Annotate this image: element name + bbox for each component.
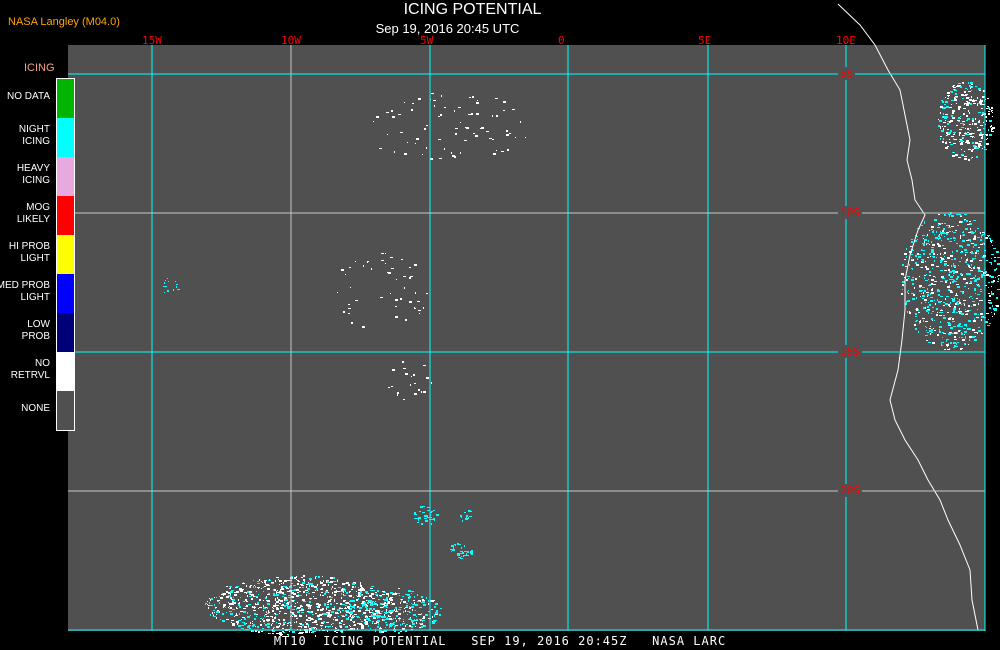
latitude-label: 15S bbox=[838, 345, 862, 358]
legend-label: NIGHT ICING bbox=[18, 124, 50, 147]
longitude-label: 5W bbox=[420, 34, 434, 47]
map-subtitle: Sep 19, 2016 20:45 UTC bbox=[375, 21, 520, 36]
legend-swatch bbox=[57, 118, 74, 157]
legend-label: HEAVY ICING bbox=[16, 163, 50, 186]
longitude-label: 5E bbox=[698, 34, 712, 47]
legend-swatch bbox=[57, 313, 74, 352]
legend-label: MOG LIKELY bbox=[16, 202, 50, 225]
credit-label: NASA Langley (M04.0) bbox=[8, 16, 120, 28]
footer-caption: MT10 ICING POTENTIAL SEP 19, 2016 20:45Z… bbox=[273, 634, 727, 648]
latitude-label: 20S bbox=[838, 484, 862, 497]
legend-label: NO RETRVL bbox=[10, 358, 50, 381]
legend-label: LOW PROB bbox=[21, 319, 50, 342]
legend-label: NO DATA bbox=[7, 91, 50, 102]
legend-swatch bbox=[57, 79, 74, 118]
longitude-label: 10E bbox=[836, 34, 856, 47]
latitude-label: 5S bbox=[838, 67, 856, 80]
cloud-pixels bbox=[163, 82, 1000, 637]
legend-label: HI PROB LIGHT bbox=[8, 241, 50, 264]
map-title: ICING POTENTIAL bbox=[403, 1, 542, 18]
coastline bbox=[837, 3, 979, 631]
latitude-label: 10S bbox=[838, 206, 862, 219]
legend-swatch bbox=[57, 274, 74, 313]
legend-swatch bbox=[57, 235, 74, 274]
legend-swatch bbox=[57, 391, 74, 430]
map-area bbox=[68, 45, 985, 631]
longitude-label: 0 bbox=[558, 34, 565, 47]
legend-title: ICING bbox=[24, 62, 55, 74]
legend-swatch bbox=[57, 157, 74, 196]
longitude-label: 15W bbox=[142, 34, 162, 47]
longitude-label: 10W bbox=[281, 34, 301, 47]
legend-swatch bbox=[57, 196, 74, 235]
legend-label: NONE bbox=[21, 403, 50, 414]
legend-swatch bbox=[57, 352, 74, 391]
graticule bbox=[68, 45, 985, 630]
legend-label: MED PROB LIGHT bbox=[0, 280, 50, 303]
legend-colorbar bbox=[56, 78, 75, 431]
